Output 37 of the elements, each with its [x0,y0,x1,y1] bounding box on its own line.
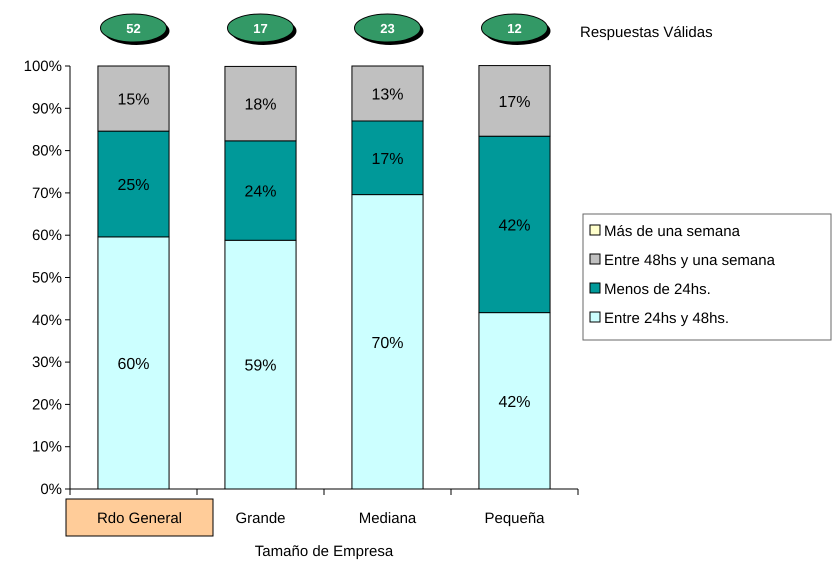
data-label: 25% [117,177,150,194]
data-label: 42% [498,217,531,234]
y-tick-label: 60% [32,227,62,244]
x-tick-label: Mediana [358,510,417,527]
x-tick-label: Pequeña [484,510,546,527]
y-tick-label: 70% [32,184,62,202]
legend-label: Menos de 24hs. [604,281,711,298]
x-axis-title: Tamaño de Empresa [254,543,394,560]
y-tick-label: 100% [24,58,62,75]
text: 12 [507,21,522,36]
y-tick-label: 80% [32,142,62,160]
y-tick-label: 0% [40,481,62,498]
y-tick-label: 90% [32,100,62,118]
y-tick-label: 30% [32,354,62,372]
text: 17 [253,21,268,36]
data-label: 60% [117,356,150,373]
data-label: 15% [117,92,150,109]
data-label: 17% [371,150,404,168]
data-label: 59% [244,358,277,375]
y-tick-label: 10% [32,438,62,456]
x-tick-label: Rdo General [96,510,182,527]
text: 52 [126,21,141,36]
y-tick-label: 50% [32,270,62,286]
data-label: 13% [371,86,404,104]
text: 23 [380,21,395,36]
y-tick-label: 40% [32,312,62,329]
y-tick-label: 20% [32,396,62,414]
data-label: 42% [498,394,531,411]
x-tick-label: Grande [235,510,286,527]
data-label: 18% [244,96,277,114]
data-label: 70% [371,334,404,352]
legend-label: Entre 48hs y una semana [604,252,776,269]
data-label: 24% [244,184,277,201]
data-label: 17% [498,94,531,111]
text: Respuestas Válidas [580,24,713,41]
legend-label: Más de una semana [604,223,741,240]
legend-label: Entre 24hs y 48hs. [604,310,730,327]
